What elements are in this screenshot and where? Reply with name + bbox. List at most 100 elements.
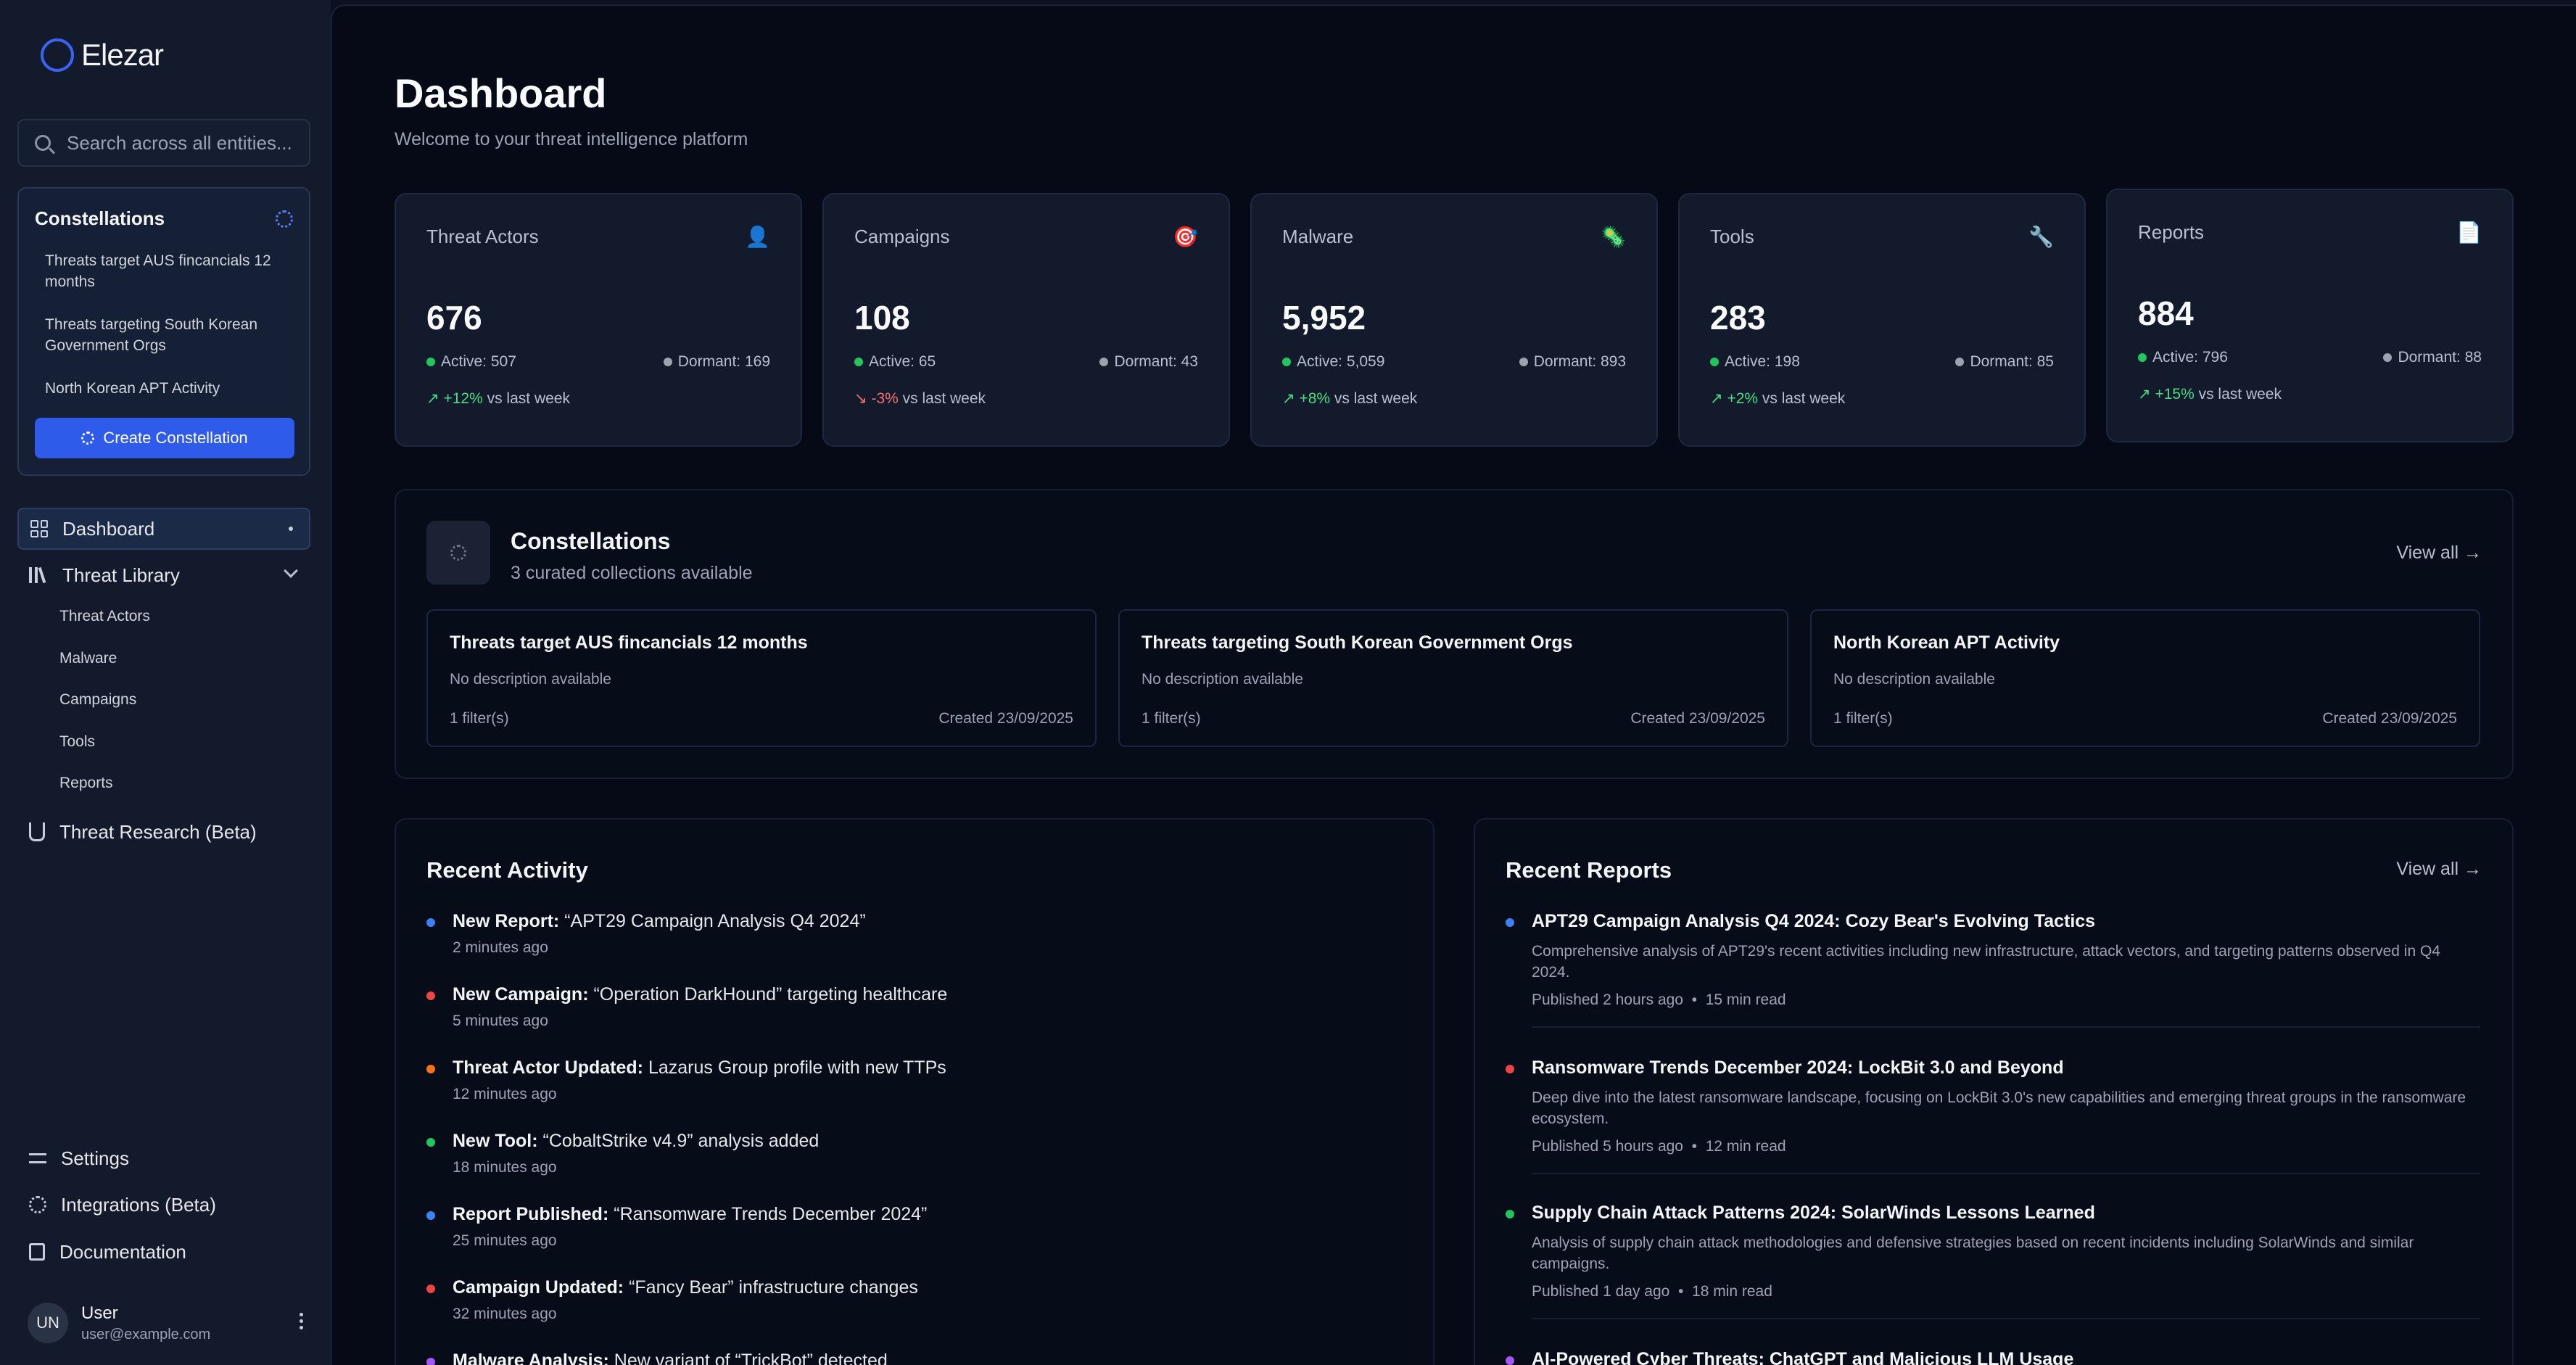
stat-label: Campaigns (854, 226, 950, 247)
stat-card-campaigns[interactable]: Campaigns 🎯 108 Active: 65 Dormant: 43 ↘… (822, 193, 1230, 447)
search-box[interactable] (17, 119, 310, 167)
stat-trend: ↗ +8% vs last week (1282, 390, 1418, 407)
stat-active: Active: 198 (1710, 353, 1800, 371)
nav-integrations-label: Integrations (Beta) (61, 1193, 216, 1216)
constellation-card-created: Created 23/09/2025 (938, 710, 1073, 727)
report-item[interactable]: APT29 Campaign Analysis Q4 2024: Cozy Be… (1506, 911, 2480, 1028)
stat-active: Active: 65 (854, 353, 936, 371)
logo[interactable]: Elezar (41, 38, 164, 73)
stat-value: 108 (854, 299, 910, 337)
stat-trend: ↘ -3% vs last week (854, 390, 986, 407)
activity-item[interactable]: Threat Actor Updated: Lazarus Group prof… (426, 1057, 946, 1103)
activity-item[interactable]: New Tool: “CobaltStrike v4.9” analysis a… (426, 1131, 819, 1176)
stat-card-threat-actors[interactable]: Threat Actors 👤 676 Active: 507 Dormant:… (395, 193, 802, 447)
nav-sub-campaigns[interactable]: Campaigns (59, 691, 137, 708)
nav-sub-malware[interactable]: Malware (59, 650, 117, 667)
stat-trend: ↗ +12% vs last week (426, 390, 570, 407)
activity-time: 18 minutes ago (453, 1159, 557, 1176)
activity-item[interactable]: New Campaign: “Operation DarkHound” targ… (426, 984, 947, 1030)
activity-time: 5 minutes ago (453, 1013, 548, 1029)
constellation-card[interactable]: Threats target AUS fincancials 12 months… (426, 609, 1097, 747)
sidebar: Elezar Constellations Threats target AUS… (0, 0, 331, 1365)
constellation-card-desc: No description available (1142, 671, 1303, 688)
nav-settings[interactable]: Settings (17, 1137, 310, 1179)
constellation-card-filters: 1 filter(s) (450, 710, 509, 727)
documentation-icon (29, 1243, 45, 1261)
constellations-view-all-link[interactable]: View all → (2396, 543, 2482, 563)
nav-dashboard[interactable]: Dashboard (17, 508, 310, 550)
user-profile[interactable]: UN User user@example.com (28, 1303, 303, 1343)
report-dot (1506, 1356, 1514, 1365)
activity-item[interactable]: Campaign Updated: “Fancy Bear” infrastru… (426, 1277, 918, 1323)
integrations-icon (29, 1196, 46, 1213)
nav-sub-reports[interactable]: Reports (59, 775, 113, 791)
sidebar-constellation-item[interactable]: North Korean APT Activity (45, 380, 220, 397)
activity-time: 12 minutes ago (453, 1086, 557, 1102)
nav-threat-research[interactable]: Threat Research (Beta) (17, 811, 310, 853)
report-title: Supply Chain Attack Patterns 2024: Solar… (1532, 1203, 2095, 1223)
activity-item[interactable]: Malware Analysis: New variant of “TrickB… (426, 1350, 888, 1365)
activity-time: 32 minutes ago (453, 1306, 557, 1322)
constellation-card-desc: No description available (1833, 671, 1995, 688)
recent-activity-title: Recent Activity (426, 857, 588, 883)
nav-documentation-label: Documentation (59, 1240, 186, 1263)
activity-dot (426, 1358, 435, 1365)
user-name: User (81, 1303, 118, 1323)
activity-dot (426, 1138, 435, 1147)
constellations-section: Constellations 3 curated collections ava… (395, 489, 2514, 779)
trend-up-icon: ↗ (1282, 390, 1295, 407)
constellation-icon[interactable] (276, 210, 293, 228)
stat-card-tools[interactable]: Tools 🔧 283 Active: 198 Dormant: 85 ↗ +2… (1678, 193, 2086, 447)
stat-card-malware[interactable]: Malware 🦠 5,952 Active: 5,059 Dormant: 8… (1250, 193, 1658, 447)
stat-active: Active: 507 (426, 353, 516, 371)
search-icon (35, 135, 51, 151)
library-icon (29, 566, 48, 584)
wrench-icon: 🔧 (2028, 226, 2054, 248)
report-title: APT29 Campaign Analysis Q4 2024: Cozy Be… (1532, 911, 2096, 931)
constellations-icon-box (426, 521, 490, 585)
report-item[interactable]: Ransomware Trends December 2024: LockBit… (1506, 1057, 2480, 1174)
create-constellation-button[interactable]: Create Constellation (35, 418, 294, 458)
nav-threat-library[interactable]: Threat Library (17, 554, 310, 596)
sidebar-constellations-panel: Constellations Threats target AUS fincan… (17, 187, 310, 476)
more-options-icon[interactable] (300, 1313, 303, 1329)
activity-dot (426, 991, 435, 1000)
stat-dormant: Dormant: 85 (1955, 353, 2054, 371)
chevron-down-icon[interactable] (284, 564, 298, 578)
activity-dot (426, 918, 435, 927)
report-item[interactable]: Supply Chain Attack Patterns 2024: Solar… (1506, 1203, 2480, 1319)
reports-view-all-link[interactable]: View all → (2396, 859, 2482, 879)
nav-sub-threat-actors[interactable]: Threat Actors (59, 608, 150, 624)
stat-card-reports[interactable]: Reports 📄 884 Active: 796 Dormant: 88 ↗ … (2106, 189, 2514, 442)
report-title: AI-Powered Cyber Threats: ChatGPT and Ma… (1532, 1349, 2074, 1365)
virus-icon: 🦠 (1601, 226, 1626, 248)
constellation-card-title: Threats target AUS fincancials 12 months (450, 632, 808, 653)
recent-reports-title: Recent Reports (1506, 857, 1672, 883)
activity-dot (426, 1211, 435, 1220)
constellation-card[interactable]: Threats targeting South Korean Governmen… (1118, 609, 1788, 747)
nav-documentation[interactable]: Documentation (17, 1231, 310, 1273)
stat-active: Active: 796 (2138, 349, 2228, 366)
constellation-card[interactable]: North Korean APT Activity No description… (1810, 609, 2480, 747)
nav-integrations[interactable]: Integrations (Beta) (17, 1184, 310, 1226)
activity-item[interactable]: Report Published: “Ransomware Trends Dec… (426, 1204, 927, 1250)
constellations-title: Constellations (511, 528, 671, 554)
stat-dormant: Dormant: 43 (1099, 353, 1198, 371)
stat-label: Tools (1710, 226, 1754, 247)
activity-item[interactable]: New Report: “APT29 Campaign Analysis Q4 … (426, 911, 866, 957)
report-meta: Published 2 hours ago • 15 min read (1532, 991, 1786, 1008)
report-desc: Deep dive into the latest ransomware lan… (1532, 1089, 2466, 1127)
nav-sub-tools[interactable]: Tools (59, 733, 96, 750)
page-subtitle: Welcome to your threat intelligence plat… (395, 129, 748, 149)
sidebar-constellation-item[interactable]: Threats targeting South Korean Governmen… (45, 316, 258, 354)
recent-reports-panel: Recent Reports View all → APT29 Campaign… (1474, 818, 2514, 1365)
page-title: Dashboard (395, 70, 607, 116)
search-input[interactable] (67, 131, 306, 154)
constellations-subtitle: 3 curated collections available (511, 563, 753, 583)
report-item[interactable]: AI-Powered Cyber Threats: ChatGPT and Ma… (1506, 1349, 2480, 1365)
main-content: Dashboard Welcome to your threat intelli… (331, 4, 2576, 1365)
report-meta: Published 1 day ago • 18 min read (1532, 1283, 1772, 1300)
report-dot (1506, 1065, 1514, 1073)
active-dot-icon (289, 527, 293, 531)
sidebar-constellation-item[interactable]: Threats target AUS fincancials 12 months (45, 252, 271, 290)
